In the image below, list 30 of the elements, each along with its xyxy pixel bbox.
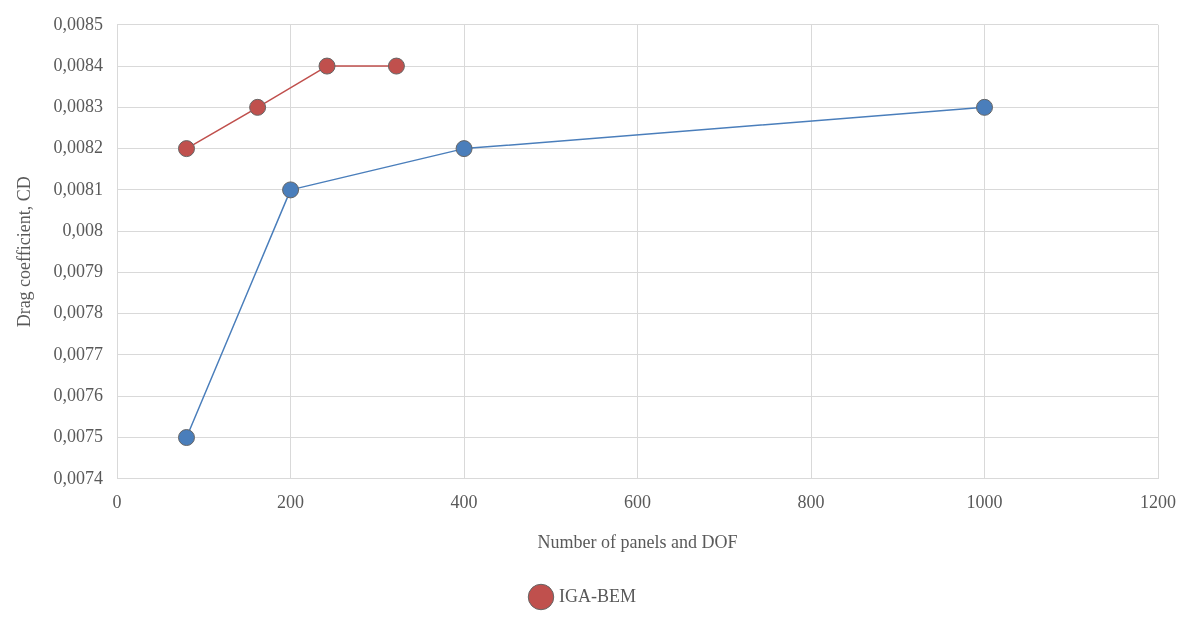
x-tick-label: 400 (450, 492, 478, 513)
y-tick-label: 0,0082 (53, 137, 104, 158)
x-tick-label: 200 (277, 492, 305, 513)
y-tick-label: 0,0078 (53, 302, 104, 323)
y-axis-title: Drag coefficient, CD (13, 176, 34, 328)
point (282, 181, 300, 199)
point (455, 140, 473, 158)
point (177, 140, 195, 158)
point (387, 57, 405, 75)
point (249, 98, 267, 116)
x-axis-title: Number of panels and DOF (537, 531, 738, 552)
point (177, 429, 195, 447)
y-tick-label: 0,0074 (53, 467, 104, 488)
point (318, 57, 336, 75)
y-tick-label: 0,0079 (53, 261, 104, 282)
y-tick-label: 0,008 (62, 219, 104, 240)
y-tick-label: 0,0084 (53, 54, 104, 75)
x-tick-label: 1000 (966, 492, 1003, 513)
y-tick-label: 0,0081 (53, 178, 104, 199)
y-tick-label: 0,0085 (53, 13, 104, 34)
x-tick-label: 1200 (1140, 492, 1176, 513)
y-tick-label: 0,0077 (53, 343, 104, 364)
x-tick-label: 600 (624, 492, 652, 513)
x-tick-label: 0 (112, 492, 122, 513)
y-tick-label: 0,0076 (53, 384, 104, 405)
y-tick-label: 0,0083 (53, 96, 104, 117)
y-tick-label: 0,0075 (53, 426, 104, 447)
x-tick-label: 800 (797, 492, 825, 513)
legend-label: IGA-BEM (559, 585, 636, 606)
point (976, 98, 994, 116)
